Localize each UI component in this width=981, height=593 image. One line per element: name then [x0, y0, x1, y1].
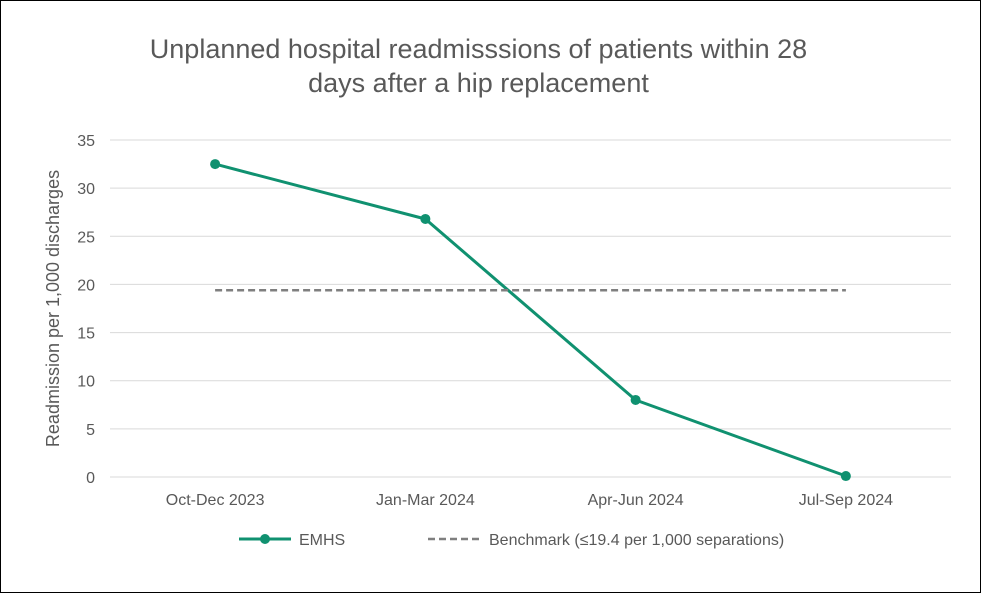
chart-title-line-1: Unplanned hospital readmisssions of pati…	[149, 34, 808, 64]
y-tick-label: 25	[77, 229, 95, 246]
x-tick-label: Apr-Jun 2024	[588, 492, 684, 509]
y-axis-label: Readmission per 1,000 discharges	[43, 170, 63, 447]
x-tick-label: Oct-Dec 2023	[166, 492, 265, 509]
chart-title-line-2: days after a hip replacement	[308, 68, 649, 98]
data-point-emhs	[420, 213, 431, 224]
y-tick-label: 0	[86, 470, 95, 487]
y-tick-label: 20	[77, 277, 95, 294]
legend-label-emhs: EMHS	[299, 532, 345, 549]
legend-label-benchmark: Benchmark (≤19.4 per 1,000 separations)	[489, 532, 784, 549]
legend-marker-emhs	[260, 534, 270, 544]
data-point-emhs	[210, 159, 221, 170]
y-tick-label: 5	[86, 422, 95, 439]
data-point-emhs	[630, 394, 641, 405]
y-tick-label: 35	[77, 133, 95, 150]
series-line-emhs	[214, 162, 847, 478]
x-tick-label: Jul-Sep 2024	[799, 492, 893, 509]
y-tick-label: 15	[77, 326, 95, 343]
y-tick-label: 30	[77, 181, 95, 198]
x-tick-label: Jan-Mar 2024	[376, 492, 475, 509]
data-point-emhs	[840, 471, 851, 482]
y-tick-label: 10	[77, 374, 95, 391]
